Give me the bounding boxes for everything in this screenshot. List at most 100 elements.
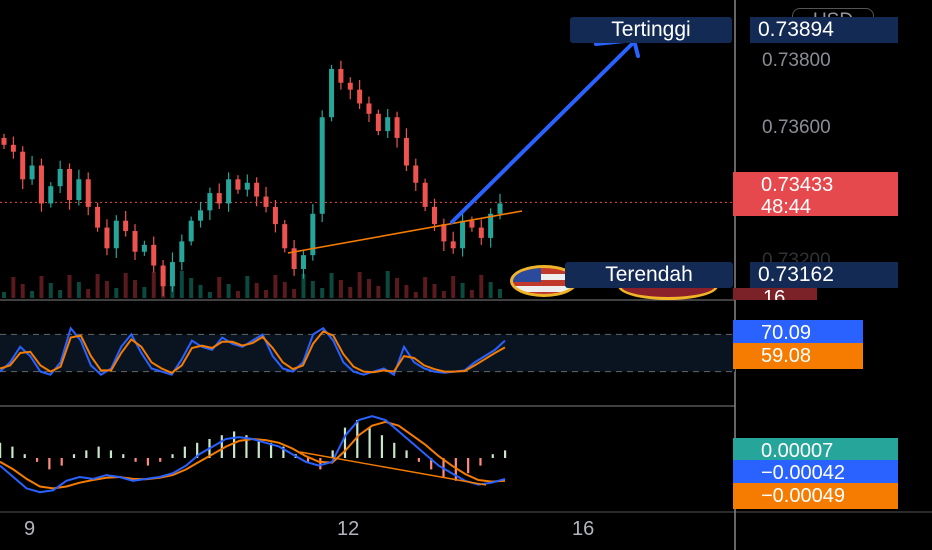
candle [244,182,250,190]
volume-bar [2,292,6,298]
candle [422,182,428,207]
candle [375,113,381,132]
volume-bar [76,282,81,298]
macd-histogram-bar [306,458,310,462]
candle [216,193,222,204]
macd-histogram-bar [122,454,125,458]
candle [347,82,353,90]
volume-bar [254,283,259,298]
price-axis-label: 0.73800 [762,50,831,71]
macd-histogram-bar [368,427,371,458]
macd-signal-value: −0.00049 [733,483,898,509]
candle [179,241,185,263]
macd-histogram-bar [417,458,420,462]
volume-bar [395,278,400,298]
volume-bar [151,272,156,298]
high-label: Tertinggi [570,17,732,43]
candle [20,151,26,180]
candle [263,196,269,207]
candle [291,248,297,269]
candle [188,220,194,242]
candle [132,231,138,252]
candle-countdown: 48:44 [761,196,812,218]
volume-bar [48,283,53,298]
volume-bar [198,285,203,298]
macd-histogram-bar [134,458,137,462]
volume-bar [235,291,240,298]
x-axis-label: 12 [337,518,360,540]
candle [85,179,91,207]
candle [169,262,175,287]
macd-histogram-bar [85,450,88,458]
candle [76,179,82,200]
macd-histogram-bar [35,458,39,462]
volume-bar [357,272,362,298]
macd-histogram-bar [97,446,100,458]
candle [113,220,119,249]
price-axis-label: 0.73600 [762,117,831,138]
volume-bar [133,280,138,298]
candle [151,244,157,266]
macd-histogram-bar [196,442,199,458]
volume-bar [451,276,456,298]
x-axis-label: 16 [572,518,595,540]
candle [226,179,232,204]
volume-bar [179,271,184,298]
macd-histogram-bar [319,458,322,470]
macd-histogram-bar [233,431,236,458]
candle [319,117,325,214]
volume-bar [39,276,44,298]
volume-bar [217,277,222,298]
macd-histogram-bar [393,442,396,458]
macd-histogram-bar [183,446,186,458]
candle [29,165,35,180]
macd-histogram-bar [11,446,14,458]
candle [431,206,437,225]
candle [338,68,344,83]
macd-histogram-bar [454,458,457,481]
macd-histogram-bar [72,454,76,458]
volume-bar [264,290,269,298]
macd-histogram-bar [220,435,223,458]
projection-arrow [450,42,634,224]
low-value-tag: 0.73162 [750,262,898,288]
volume-bar [469,290,474,298]
macd-histogram-bar [0,442,2,458]
volume-bar [460,283,465,298]
candle [403,137,409,166]
low-label: Terendah [565,262,733,288]
macd-histogram-bar [245,435,248,458]
volume-bar [11,277,16,298]
volume-bar [301,274,306,298]
volume-bar [404,285,409,298]
macd-histogram-bar [171,454,174,458]
current-price-tag: 0.73433 48:44 [733,172,898,218]
candle [48,186,54,204]
volume-bar [432,284,437,298]
candle [469,220,475,228]
current-price: 0.73433 [761,174,834,196]
volume-bar [329,273,334,298]
support-trendline [287,210,523,254]
stoch-k-value: 70.09 [733,320,863,346]
macd-histogram-value: 0.00007 [733,438,898,464]
volume-bar [207,292,212,298]
macd-histogram-bar [60,458,63,466]
macd-histogram-bar [356,420,359,458]
volume-bar [189,278,194,298]
volume-bar [498,289,502,298]
macd-histogram-bar [331,450,334,458]
volume-bar [479,275,484,298]
macd-histogram-bar [430,458,433,470]
volume-bar [273,275,278,298]
volume-bar [86,289,91,298]
volume-bar [292,289,297,298]
macd-histogram-bar [380,435,384,458]
candle [385,117,391,132]
macd-histogram-bar [282,446,285,458]
volume-bar [282,282,287,298]
candle [10,144,16,152]
candle [160,265,166,287]
volume-bar [488,282,493,298]
